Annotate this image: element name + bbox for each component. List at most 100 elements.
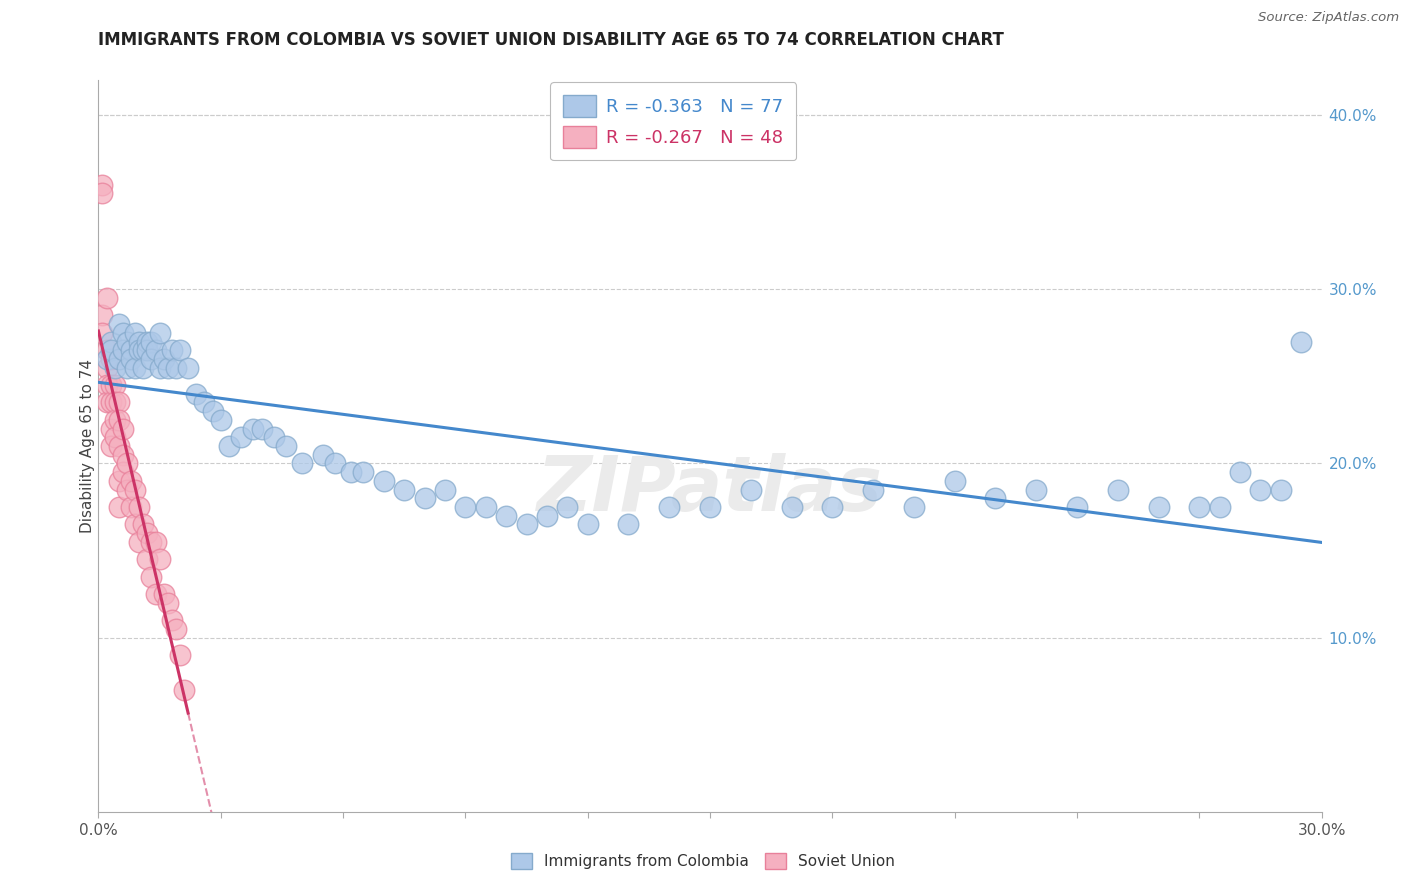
Point <box>91 178 114 192</box>
Point <box>658 500 681 514</box>
Point <box>91 326 114 340</box>
Point <box>495 508 517 523</box>
Point <box>1188 500 1211 514</box>
Point <box>108 395 131 409</box>
Point <box>454 500 477 514</box>
Point <box>862 483 884 497</box>
Point <box>1025 483 1047 497</box>
Point <box>124 326 146 340</box>
Point <box>169 648 191 662</box>
Point <box>136 552 159 566</box>
Point <box>96 351 118 366</box>
Point <box>108 413 131 427</box>
Point <box>557 500 579 514</box>
Point <box>128 343 150 358</box>
Point <box>152 587 174 601</box>
Point <box>169 343 191 358</box>
Point <box>124 360 146 375</box>
Text: IMMIGRANTS FROM COLOMBIA VS SOVIET UNION DISABILITY AGE 65 TO 74 CORRELATION CHA: IMMIGRANTS FROM COLOMBIA VS SOVIET UNION… <box>98 31 1004 49</box>
Point <box>96 343 118 358</box>
Point <box>96 360 118 375</box>
Point <box>111 448 134 462</box>
Point <box>263 430 285 444</box>
Point <box>201 404 224 418</box>
Point <box>120 474 142 488</box>
Point <box>474 500 498 514</box>
Point <box>156 596 179 610</box>
Point <box>160 613 183 627</box>
Point <box>903 500 925 514</box>
Point <box>242 421 264 435</box>
Point <box>120 500 142 514</box>
Point <box>1229 465 1251 479</box>
Point <box>128 500 150 514</box>
Point <box>100 351 122 366</box>
Point <box>145 534 167 549</box>
Point <box>740 483 762 497</box>
Point <box>115 483 138 497</box>
Point <box>100 378 122 392</box>
Point <box>124 517 146 532</box>
Point <box>617 517 640 532</box>
Point <box>984 491 1007 506</box>
Point <box>124 483 146 497</box>
Point <box>115 334 138 349</box>
Point <box>136 334 159 349</box>
Point <box>141 334 163 349</box>
Point <box>1291 334 1313 349</box>
Point <box>152 351 174 366</box>
Point <box>160 343 183 358</box>
Point <box>413 491 436 506</box>
Point <box>274 439 297 453</box>
Point <box>96 395 118 409</box>
Point <box>136 526 159 541</box>
Point <box>1249 483 1271 497</box>
Y-axis label: Disability Age 65 to 74: Disability Age 65 to 74 <box>80 359 94 533</box>
Point <box>699 500 721 514</box>
Point <box>156 360 179 375</box>
Point <box>128 534 150 549</box>
Point <box>231 430 253 444</box>
Point <box>111 326 134 340</box>
Point <box>165 360 187 375</box>
Point <box>323 457 346 471</box>
Point <box>108 500 131 514</box>
Point <box>96 378 118 392</box>
Point <box>177 360 200 375</box>
Point <box>780 500 803 514</box>
Point <box>1107 483 1129 497</box>
Point <box>104 395 127 409</box>
Point <box>186 386 208 401</box>
Point <box>141 534 163 549</box>
Point <box>392 483 416 497</box>
Point <box>209 413 232 427</box>
Point <box>1270 483 1292 497</box>
Point <box>136 343 159 358</box>
Point <box>340 465 363 479</box>
Legend: R = -0.363   N = 77, R = -0.267   N = 48: R = -0.363 N = 77, R = -0.267 N = 48 <box>551 82 796 161</box>
Point <box>115 457 138 471</box>
Point <box>291 457 314 471</box>
Point <box>149 360 172 375</box>
Point <box>516 517 538 532</box>
Point <box>165 622 187 636</box>
Point <box>536 508 558 523</box>
Point <box>120 343 142 358</box>
Point <box>132 517 155 532</box>
Point <box>145 587 167 601</box>
Point <box>141 351 163 366</box>
Point <box>1209 500 1232 514</box>
Text: Source: ZipAtlas.com: Source: ZipAtlas.com <box>1258 11 1399 24</box>
Text: ZIPatlas: ZIPatlas <box>537 453 883 527</box>
Point <box>111 343 134 358</box>
Point <box>104 430 127 444</box>
Point <box>145 343 167 358</box>
Point <box>1147 500 1170 514</box>
Point <box>132 360 155 375</box>
Point <box>943 474 966 488</box>
Point <box>108 351 131 366</box>
Point <box>91 309 114 323</box>
Point <box>434 483 457 497</box>
Point <box>149 326 172 340</box>
Point <box>100 343 122 358</box>
